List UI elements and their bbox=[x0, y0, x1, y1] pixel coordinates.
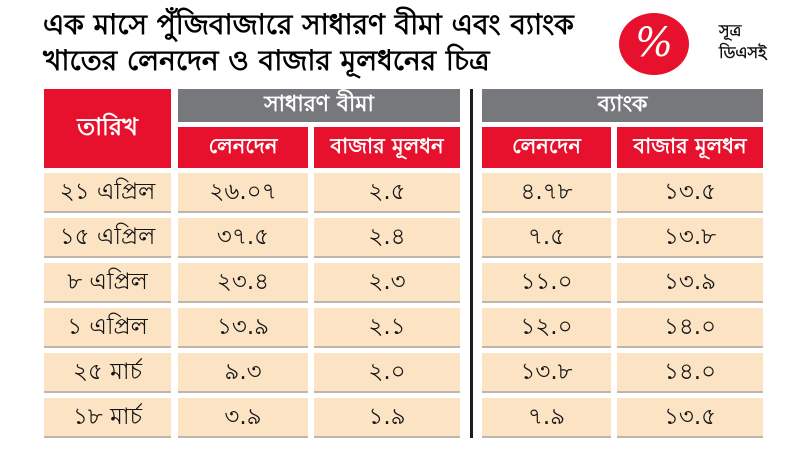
value-cell-insurance-marketcap: ২.৫ bbox=[314, 173, 460, 213]
value-cell-insurance-marketcap: ২.৪ bbox=[314, 218, 460, 258]
value-cell-bank-marketcap: ১৩.৫ bbox=[617, 173, 763, 213]
value-cell-bank-marketcap: ১৪.০ bbox=[617, 353, 763, 393]
value-cell-insurance-marketcap: ২.০ bbox=[314, 353, 460, 393]
section-divider bbox=[460, 89, 482, 438]
value-cell-insurance-transaction: ৯.৩ bbox=[178, 353, 308, 393]
data-table: তারিখ সাধারণ বীমা লেনদেন বাজার মূলধন ব্য… bbox=[44, 89, 763, 438]
percent-icon: % bbox=[619, 13, 689, 75]
value-cell-bank-transaction: ৭.৫ bbox=[482, 218, 611, 258]
value-cell-insurance-marketcap: ২.৩ bbox=[314, 263, 460, 303]
group-header-insurance: সাধারণ বীমা bbox=[178, 89, 460, 122]
value-cell-insurance-marketcap: ২.১ bbox=[314, 308, 460, 348]
column-header-bank-transaction: লেনদেন bbox=[482, 127, 611, 168]
column-header-insurance-marketcap: বাজার মূলধন bbox=[314, 127, 460, 168]
date-cell: ২১ এপ্রিল bbox=[44, 173, 171, 213]
page-title: এক মাসে পুঁজিবাজারে সাধারণ বীমা এবং ব্যা… bbox=[43, 8, 574, 77]
value-cell-bank-marketcap: ১৩.৯ bbox=[617, 263, 763, 303]
value-cell-bank-marketcap: ১৩.৫ bbox=[617, 398, 763, 438]
column-header-bank-marketcap: বাজার মূলধন bbox=[617, 127, 763, 168]
date-cell: ১ এপ্রিল bbox=[44, 308, 171, 348]
percent-glyph: % bbox=[634, 20, 673, 66]
section-divider-line bbox=[469, 89, 473, 438]
value-cell-bank-marketcap: ১৪.০ bbox=[617, 308, 763, 348]
value-cell-insurance-transaction: ২৬.০৭ bbox=[178, 173, 308, 213]
date-cell: ১৫ এপ্রিল bbox=[44, 218, 171, 258]
value-cell-insurance-transaction: ৩.৯ bbox=[178, 398, 308, 438]
value-cell-insurance-transaction: ২৩.৪ bbox=[178, 263, 308, 303]
value-cell-bank-transaction: ৭.৯ bbox=[482, 398, 611, 438]
column-header-insurance-transaction: লেনদেন bbox=[178, 127, 308, 168]
source-label-line2: ডিএসই bbox=[719, 43, 767, 62]
value-cell-bank-transaction: ১১.০ bbox=[482, 263, 611, 303]
source-label-line1: সূত্র bbox=[719, 21, 742, 40]
date-cell: ২৫ মার্চ bbox=[44, 353, 171, 393]
source-label: সূত্র ডিএসই bbox=[719, 20, 766, 64]
group-header-bank: ব্যাংক bbox=[482, 89, 763, 122]
value-cell-bank-transaction: ১২.০ bbox=[482, 308, 611, 348]
value-cell-bank-transaction: ৪.৭৮ bbox=[482, 173, 611, 213]
value-cell-insurance-transaction: ৩৭.৫ bbox=[178, 218, 308, 258]
date-cell: ৮ এপ্রিল bbox=[44, 263, 171, 303]
value-cell-bank-marketcap: ১৩.৮ bbox=[617, 218, 763, 258]
column-header-date: তারিখ bbox=[44, 89, 171, 168]
date-cell: ১৮ মার্চ bbox=[44, 398, 171, 438]
value-cell-insurance-marketcap: ১.৯ bbox=[314, 398, 460, 438]
value-cell-bank-transaction: ১৩.৮ bbox=[482, 353, 611, 393]
value-cell-insurance-transaction: ১৩.৯ bbox=[178, 308, 308, 348]
